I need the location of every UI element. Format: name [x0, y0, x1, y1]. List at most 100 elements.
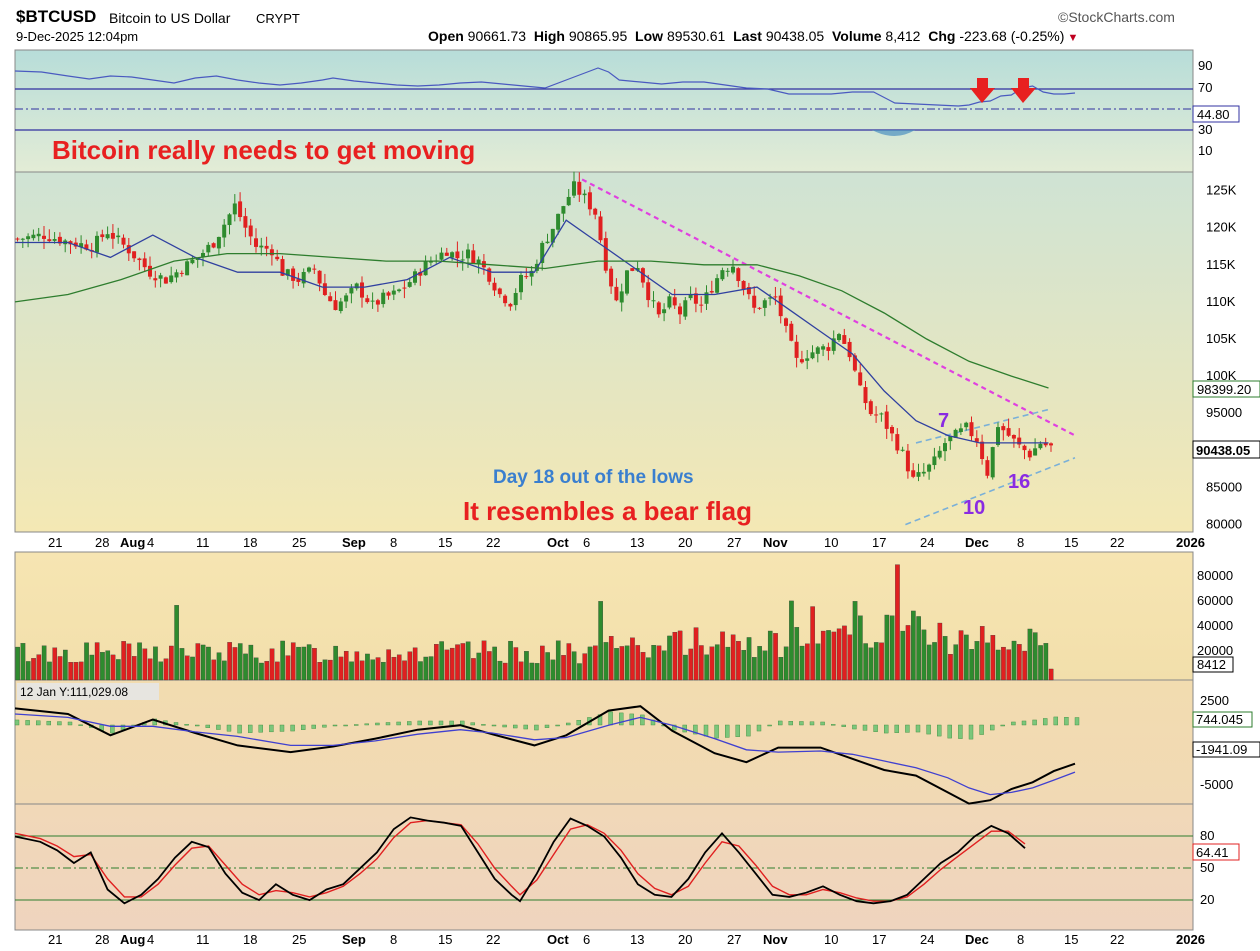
- x-tick-label: 27: [727, 932, 741, 947]
- candle-body: [1011, 434, 1016, 439]
- candle-body: [821, 346, 826, 350]
- volume-bar: [873, 642, 879, 681]
- x-tick-label: 11: [196, 535, 210, 550]
- volume-bar: [810, 606, 815, 681]
- volume-bar: [540, 645, 545, 681]
- volume-bar: [767, 630, 773, 681]
- candle-body: [725, 270, 730, 272]
- moving-average-long: [14, 252, 1049, 389]
- candle-body: [1043, 443, 1048, 446]
- volume-bar: [57, 656, 63, 681]
- candle-body: [344, 295, 349, 302]
- macd-histogram-bar: [1053, 716, 1059, 726]
- volume-bar: [237, 643, 243, 681]
- candle-body: [693, 293, 698, 304]
- volume-bar: [476, 652, 482, 681]
- candle-body: [397, 289, 402, 292]
- x-tick-label: 15: [438, 535, 452, 550]
- macd-histogram-bar: [364, 723, 369, 726]
- macd-histogram-bar: [725, 724, 730, 738]
- candle-body: [110, 232, 115, 239]
- high-value: 90865.95: [568, 28, 628, 44]
- volume-bar: [937, 622, 943, 681]
- down-triangle-icon: ▼: [1064, 32, 1079, 44]
- x-tick-label: 21: [48, 535, 62, 550]
- macd-signal-line: [14, 713, 1076, 796]
- macd-histogram-bar: [640, 714, 645, 726]
- candle-body: [354, 283, 359, 289]
- rsi-tick: 70: [1198, 80, 1212, 95]
- volume-bar: [322, 659, 328, 681]
- price-tick: 85000: [1206, 479, 1242, 494]
- volume-bar: [269, 648, 275, 681]
- volume-bar: [884, 614, 890, 681]
- rsi-oversold-fill: [872, 130, 915, 136]
- volume-bar: [640, 652, 646, 681]
- volume-bar: [116, 659, 121, 681]
- volume-bar: [306, 644, 312, 681]
- candle-body: [185, 261, 190, 276]
- volume-bar: [1006, 649, 1012, 681]
- macd-histogram-bar: [746, 724, 751, 737]
- candle-body: [333, 300, 338, 311]
- stochastic-tick: 20: [1200, 892, 1214, 907]
- volume-bar: [126, 643, 132, 681]
- macd-histogram-bar: [915, 724, 921, 733]
- macd-line: [14, 705, 1076, 805]
- candle-body: [662, 309, 667, 314]
- x-tick-label: 4: [147, 932, 154, 947]
- volume-value: 8,412: [885, 28, 921, 44]
- x-tick-label: 18: [243, 932, 257, 947]
- candle-body: [842, 335, 847, 344]
- x-tick-label: 8: [390, 932, 397, 947]
- x-tick-label: 13: [630, 535, 644, 550]
- candle-body: [752, 295, 757, 308]
- volume-bar: [529, 662, 535, 681]
- candle-body: [487, 268, 492, 282]
- macd-histogram-bar: [809, 721, 815, 726]
- candle-body: [322, 283, 327, 295]
- candle-body: [900, 449, 905, 451]
- volume-value-label: 8412: [1197, 657, 1226, 672]
- candle-body: [863, 387, 868, 404]
- candle-body: [497, 288, 502, 295]
- volume-bar: [492, 646, 497, 681]
- volume-bar: [449, 647, 455, 681]
- volume-bar: [195, 643, 201, 681]
- candle-body: [1022, 445, 1027, 451]
- macd-histogram-bar: [354, 724, 359, 726]
- last-label: Last: [733, 28, 762, 44]
- volume-bar: [68, 662, 73, 681]
- candle-body: [190, 259, 195, 264]
- macd-histogram-bar: [555, 724, 560, 727]
- volume-bar: [974, 641, 980, 681]
- candle-body: [566, 196, 571, 206]
- macd-hist-value-label: 744.045: [1196, 712, 1243, 727]
- volume-bar: [365, 653, 370, 681]
- candle-body: [211, 243, 216, 248]
- candle-body: [884, 411, 889, 429]
- macd-histogram-bar: [216, 724, 221, 730]
- volume-bar: [142, 648, 148, 681]
- candle-body: [317, 270, 322, 284]
- volume-bar: [736, 641, 741, 681]
- volume-bar: [200, 644, 206, 681]
- volume-bar: [1043, 643, 1049, 681]
- volume-bar: [783, 646, 789, 681]
- rsi-value-label: 44.80: [1197, 107, 1230, 122]
- macd-histogram-bar: [226, 724, 232, 732]
- volume-bar: [354, 651, 360, 681]
- volume-bar: [481, 640, 487, 681]
- x-tick-label: 22: [486, 535, 500, 550]
- down-arrow-icon: [1011, 78, 1036, 103]
- macd-tick: -5000: [1200, 777, 1233, 792]
- candle-body: [593, 208, 598, 215]
- candle-body: [423, 261, 428, 276]
- volume-bar: [926, 644, 932, 681]
- macd-histogram-bar: [428, 720, 433, 726]
- macd-histogram-bar: [873, 724, 878, 732]
- volume-bar: [317, 662, 323, 681]
- candle-body: [561, 206, 566, 214]
- candle-body: [142, 258, 147, 268]
- volume-bar: [1001, 646, 1006, 681]
